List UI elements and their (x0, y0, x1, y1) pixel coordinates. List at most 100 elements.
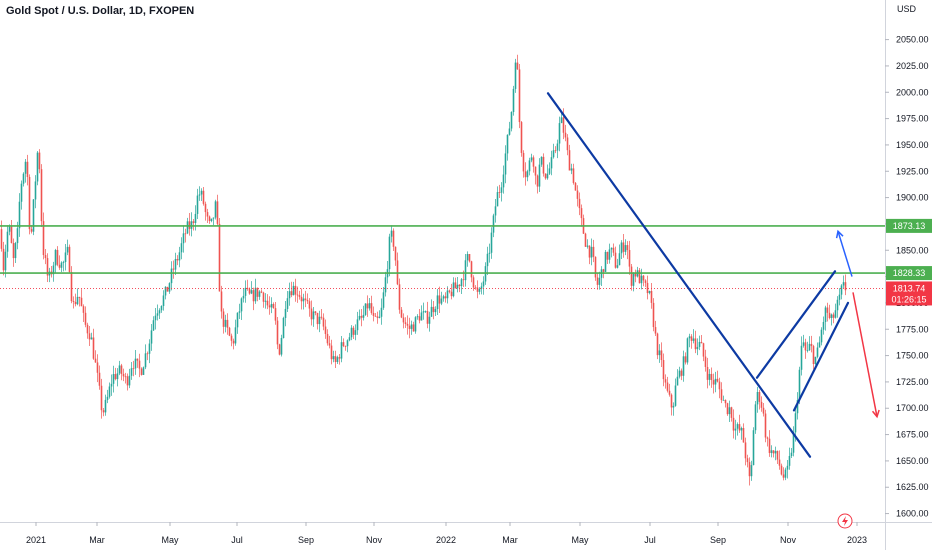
bullish-arrow[interactable] (837, 231, 853, 277)
candle-body (566, 137, 569, 151)
candle-body (778, 459, 781, 466)
candle-body (502, 174, 505, 188)
candle-body (394, 246, 397, 261)
candle-body (664, 379, 667, 383)
x-tick-label: Mar (89, 535, 105, 545)
candle-body (588, 245, 591, 258)
candle-body (810, 343, 813, 347)
candle-body (736, 424, 739, 429)
candle-body (746, 458, 749, 463)
candle-body (12, 242, 15, 259)
candle-body (184, 233, 187, 235)
candle-body (30, 229, 33, 232)
candle-body (2, 248, 5, 271)
candle-body (594, 256, 597, 278)
candle-body (666, 382, 669, 391)
candle-body (76, 296, 79, 305)
candle-body (808, 343, 811, 351)
candle-body (750, 465, 753, 477)
bearish-arrow[interactable] (852, 292, 878, 417)
candle-body (616, 265, 619, 268)
candle-body (182, 233, 185, 244)
candle-body (364, 303, 367, 315)
candle-body (306, 299, 309, 302)
candle-body (372, 312, 375, 316)
candle-body (94, 358, 97, 363)
channel-upper-line[interactable] (755, 270, 837, 379)
current-price-label: 1813.74 (893, 283, 926, 293)
candle-body (252, 290, 255, 302)
candle-body (676, 376, 679, 386)
candle-body (440, 298, 443, 304)
candle-body (546, 173, 549, 179)
candle-body (312, 311, 315, 320)
candle-body (272, 304, 275, 309)
candle-body (494, 206, 497, 216)
candle-body (288, 291, 291, 299)
candle-body (454, 282, 457, 289)
candle-body (84, 312, 87, 325)
candle-body (836, 299, 839, 311)
candle-body (640, 275, 643, 284)
candle-body (678, 370, 681, 377)
candle-body (42, 221, 45, 256)
candle-body (698, 341, 701, 347)
candle-body (152, 320, 155, 331)
candle-body (634, 273, 637, 277)
candle-body (148, 343, 151, 354)
x-tick-label: Sep (298, 535, 314, 545)
level-price-label: 1873.13 (893, 221, 926, 231)
candle-body (116, 373, 119, 380)
candle-body (794, 413, 797, 433)
candle-body (28, 176, 31, 230)
candle-body (820, 329, 823, 343)
candle-body (282, 317, 285, 338)
candle-body (832, 314, 835, 318)
candle-body (220, 291, 223, 312)
candle-body (790, 452, 793, 456)
candle-body (402, 317, 405, 323)
candle-body (738, 424, 741, 431)
y-tick-label: 1675.00 (896, 430, 929, 440)
currency-label: USD (897, 4, 917, 14)
candle-body (286, 298, 289, 309)
candle-body (628, 250, 631, 267)
candle-body (770, 450, 773, 453)
candle-body (564, 132, 567, 138)
candle-body (552, 150, 555, 158)
candle-body (458, 284, 461, 287)
y-tick-label: 1975.00 (896, 114, 929, 124)
candle-body (562, 117, 565, 133)
candle-body (612, 247, 615, 253)
candle-body (324, 326, 327, 334)
candle-body (614, 252, 617, 268)
candle-body (58, 264, 61, 268)
downtrend-line[interactable] (546, 92, 812, 458)
channel-lower-line[interactable] (792, 301, 850, 412)
candle-body (716, 378, 719, 382)
y-tick-label: 1850.00 (896, 245, 929, 255)
candle-body (760, 401, 763, 408)
candle-body (68, 246, 71, 272)
candle-body (632, 273, 635, 286)
candle-body (792, 432, 795, 453)
candle-body (14, 243, 17, 259)
candle-body (290, 291, 293, 296)
candle-body (70, 271, 73, 302)
x-tick-label: Mar (502, 535, 518, 545)
candle-body (138, 360, 141, 369)
candle-body (126, 376, 129, 386)
candle-body (338, 357, 341, 359)
candle-body (174, 258, 177, 270)
candle-body (510, 111, 513, 129)
candle-body (646, 282, 649, 294)
y-tick-label: 1600.00 (896, 509, 929, 519)
candle-body (104, 399, 107, 413)
candle-body (464, 260, 467, 281)
candle-body (166, 286, 169, 292)
candle-body (112, 374, 115, 384)
candle-body (624, 245, 627, 252)
candle-body (658, 350, 661, 356)
